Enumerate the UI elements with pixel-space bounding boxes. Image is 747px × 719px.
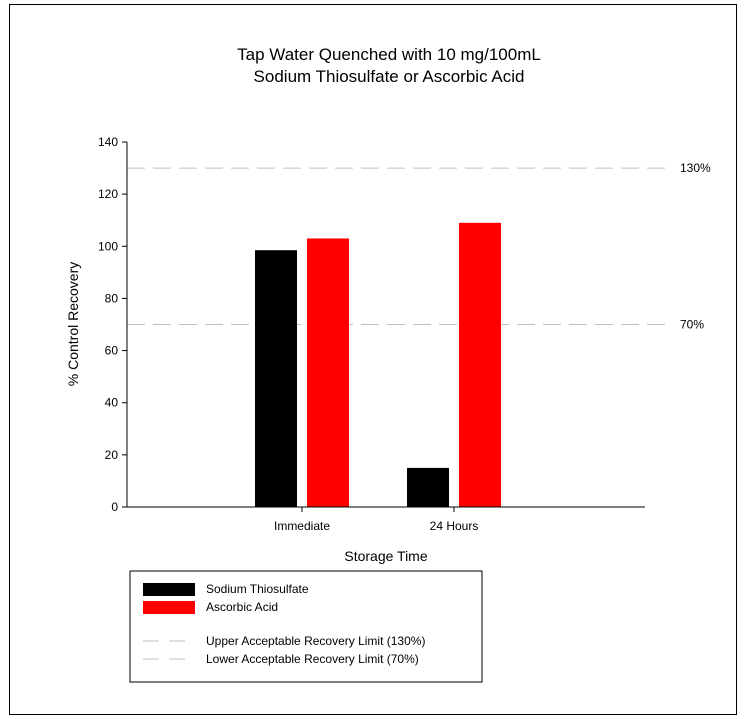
legend-label: Lower Acceptable Recovery Limit (70%)	[206, 652, 419, 666]
chart-title-line-2: Sodium Thiosulfate or Ascorbic Acid	[254, 67, 525, 86]
legend-label: Ascorbic Acid	[206, 600, 278, 614]
x-ticks: Immediate 24 Hours	[274, 507, 478, 533]
legend-box	[129, 570, 483, 683]
y-tick-label: 100	[98, 239, 118, 253]
bar	[255, 250, 297, 508]
legend-swatch	[143, 601, 195, 614]
y-tick-label: 0	[111, 500, 118, 514]
y-tick-label: 120	[98, 187, 118, 201]
y-tick-label: 40	[105, 396, 119, 410]
legend: Sodium Thiosulfate Ascorbic Acid Upper Acc…	[129, 570, 483, 683]
y-tick-label: 80	[105, 291, 119, 305]
reference-lines: 130% 70%	[127, 161, 711, 332]
y-ticks: 0 20 40 60 80 100 120 140	[98, 135, 127, 514]
bar	[407, 467, 449, 507]
y-tick-label: 20	[105, 448, 119, 462]
x-axis-title: Storage Time	[344, 548, 427, 564]
legend-swatch	[143, 583, 195, 596]
reference-line-label: 70%	[680, 318, 704, 332]
x-tick-label: 24 Hours	[430, 519, 479, 533]
y-tick-label: 60	[105, 344, 119, 358]
x-tick-label: Immediate	[274, 519, 330, 533]
bar	[307, 238, 349, 507]
bar	[459, 222, 501, 508]
bars-group	[255, 222, 501, 508]
legend-label: Upper Acceptable Recovery Limit (130%)	[206, 634, 425, 648]
reference-line-label: 130%	[680, 161, 711, 175]
y-axis-title: % Control Recovery	[65, 262, 81, 387]
legend-label: Sodium Thiosulfate	[206, 582, 309, 596]
y-tick-label: 140	[98, 135, 118, 149]
chart-title-line-1: Tap Water Quenched with 10 mg/100mL	[237, 45, 541, 64]
